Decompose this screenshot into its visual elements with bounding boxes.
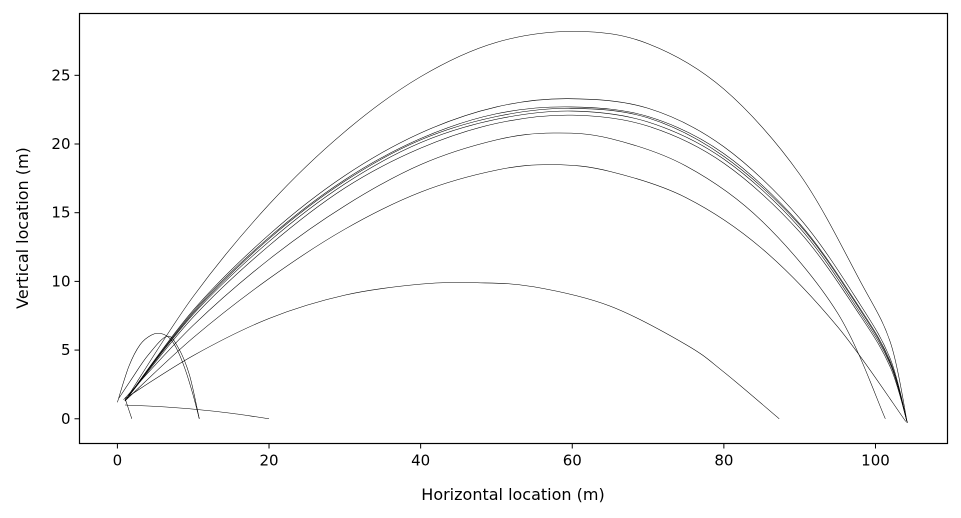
trajectory-line-1 — [124, 31, 908, 423]
series-layer — [117, 31, 908, 423]
x-tick-label: 80 — [714, 452, 733, 470]
y-axis-label: Vertical location (m) — [13, 147, 32, 309]
trajectory-line-5 — [124, 110, 908, 423]
y-tick-label: 15 — [51, 204, 70, 222]
trajectory-line-4 — [124, 108, 908, 423]
x-axis-label: Horizontal location (m) — [421, 485, 604, 504]
trajectory-line-3 — [124, 106, 908, 423]
trajectory-line-9 — [123, 282, 780, 419]
plot-frame — [78, 12, 949, 445]
x-tick-label: 20 — [259, 452, 278, 470]
trajectory-line-6 — [124, 114, 908, 423]
trajectory-line-13 — [124, 398, 133, 419]
y-tick-label: 5 — [61, 341, 71, 359]
trajectory-line-12 — [124, 404, 270, 420]
x-axis-ticks: 0 20 40 60 80 100 — [113, 443, 890, 470]
x-tick-label: 60 — [563, 452, 582, 470]
y-tick-label: 20 — [51, 135, 70, 153]
trajectory-line-2 — [124, 98, 908, 423]
y-tick-label: 10 — [51, 272, 70, 290]
trajectory-line-8 — [124, 164, 907, 422]
y-tick-label: 0 — [61, 410, 71, 428]
trajectory-line-7 — [124, 132, 886, 419]
y-axis-ticks: 0 5 10 15 20 25 — [51, 66, 80, 428]
trajectory-line-11 — [118, 335, 200, 419]
x-tick-label: 40 — [411, 452, 430, 470]
trajectory-line-10 — [117, 332, 200, 419]
y-tick-label: 25 — [51, 66, 70, 84]
x-tick-label: 100 — [861, 452, 890, 470]
x-tick-label: 0 — [113, 452, 123, 470]
